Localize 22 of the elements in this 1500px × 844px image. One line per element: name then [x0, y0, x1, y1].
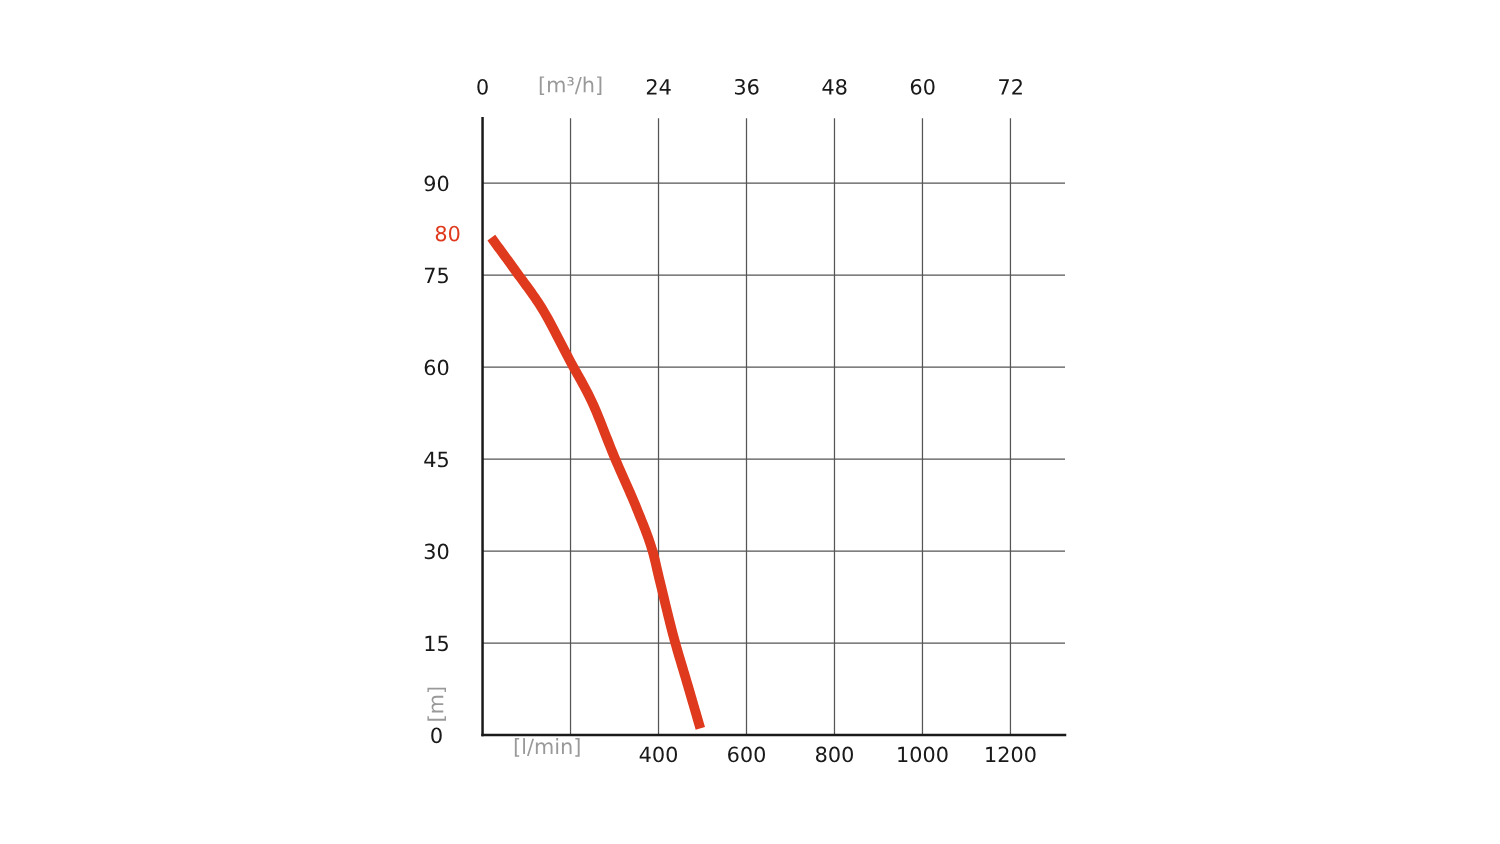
- y-tick-label: 15: [425, 635, 448, 652]
- x-tick-label: 1000: [898, 746, 948, 763]
- y-tick-label: 75: [424, 267, 448, 284]
- y-tick-label: 0: [431, 727, 442, 744]
- x2-tick-label: 48: [822, 78, 847, 95]
- y-tick-label: 30: [424, 543, 449, 560]
- y-tick-label: 45: [424, 451, 448, 468]
- x-tick-label: 400: [639, 746, 678, 763]
- text: 80: [435, 225, 460, 242]
- x2-tick-label: 60: [910, 78, 935, 95]
- x2-tick-label: 24: [646, 78, 671, 95]
- x2-axis-title: [m³/h]: [539, 76, 602, 95]
- y-axis-title: [m]: [427, 687, 447, 721]
- x-tick-label: 1200: [986, 746, 1036, 763]
- x-tick-label: 600: [728, 746, 765, 763]
- x-tick-label: 800: [816, 746, 853, 763]
- x2-tick-label: 0: [477, 78, 488, 95]
- x2-tick-label: 36: [734, 78, 759, 95]
- y-tick-label: 60: [424, 359, 449, 376]
- x2-tick-label: 72: [999, 78, 1022, 95]
- x-axis-title: [l/min]: [514, 738, 580, 757]
- y-tick-label: 90: [424, 175, 449, 192]
